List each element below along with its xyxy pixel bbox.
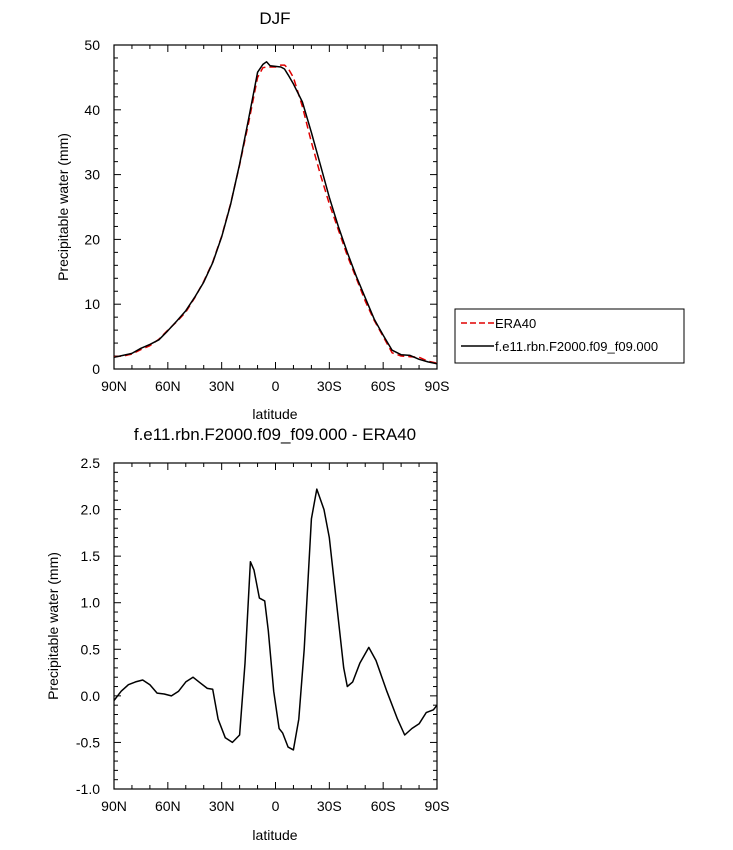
top-x-tick-label: 90N — [101, 378, 127, 394]
top-x-tick-label: 90S — [425, 378, 450, 394]
bottom-series-line-difference — [113, 488, 438, 751]
bottom-y-tick-label: -1.0 — [76, 781, 100, 797]
top-x-tick-label: 30N — [209, 378, 235, 394]
top-x-axis-label: latitude — [252, 406, 297, 422]
top-x-tick-label: 60N — [155, 378, 181, 394]
bottom-y-tick-label: 2.0 — [81, 502, 101, 518]
bottom-y-tick-label: 1.0 — [81, 595, 101, 611]
bottom-x-tick-label: 60N — [155, 798, 181, 814]
top-y-tick-label: 10 — [84, 296, 100, 312]
top-y-tick-label: 0 — [92, 361, 100, 377]
legend: ERA40 f.e11.rbn.F2000.f09_f09.000 — [454, 308, 685, 364]
top-series-lines — [113, 61, 438, 365]
bottom-chart-title: f.e11.rbn.F2000.f09_f09.000 - ERA40 — [134, 425, 416, 444]
top-series-line-era40 — [113, 64, 438, 364]
legend-label-era40: ERA40 — [495, 316, 536, 331]
bottom-x-tick-label: 30S — [317, 798, 342, 814]
bottom-x-tick-label: 0 — [272, 798, 280, 814]
top-x-tick-label: 0 — [272, 378, 280, 394]
bottom-plot-frame — [113, 462, 438, 790]
top-ticks: 90N 60N 30N 0 30S 60S 90S 0 10 20 30 40 50 — [84, 37, 449, 394]
bottom-y-tick-label: 2.5 — [81, 455, 101, 471]
bottom-y-tick-label: 1.5 — [81, 548, 101, 564]
bottom-y-tick-label: -0.5 — [76, 734, 100, 750]
top-series-line-f-e11-rbn-f2000-f09-f09-000 — [113, 61, 438, 365]
top-y-tick-label: 30 — [84, 167, 100, 183]
bottom-y-tick-label: 0.0 — [81, 688, 101, 704]
bottom-x-tick-label: 60S — [371, 798, 396, 814]
bottom-y-tick-label: 0.5 — [81, 641, 101, 657]
top-y-tick-label: 40 — [84, 102, 100, 118]
bottom-series-lines — [113, 488, 438, 751]
bottom-y-axis-label: Precipitable water (mm) — [45, 552, 61, 700]
top-y-tick-label: 50 — [84, 37, 100, 53]
top-y-tick-label: 20 — [84, 231, 100, 247]
top-chart-title: DJF — [259, 9, 290, 28]
bottom-x-axis-label: latitude — [252, 827, 297, 843]
bottom-ticks: 90N 60N 30N 0 30S 60S 90S -1.0 -0.5 0.0 0.5 1.0 1.5 2… — [76, 455, 450, 814]
bottom-x-tick-label: 30N — [209, 798, 235, 814]
top-x-tick-label: 60S — [371, 378, 396, 394]
top-x-tick-label: 30S — [317, 378, 342, 394]
top-y-axis-label: Precipitable water (mm) — [55, 133, 71, 281]
top-panel: DJF 90N 60N 30N 0 30S 60S 90S 0 10 20 30 40 50 latit… — [55, 9, 449, 422]
bottom-x-tick-label: 90N — [101, 798, 127, 814]
bottom-x-tick-label: 90S — [425, 798, 450, 814]
legend-label-model: f.e11.rbn.F2000.f09_f09.000 — [495, 339, 658, 354]
legend-box — [454, 308, 685, 364]
top-plot-frame — [113, 44, 438, 370]
bottom-panel: f.e11.rbn.F2000.f09_f09.000 - ERA40 90N 6… — [45, 425, 449, 843]
